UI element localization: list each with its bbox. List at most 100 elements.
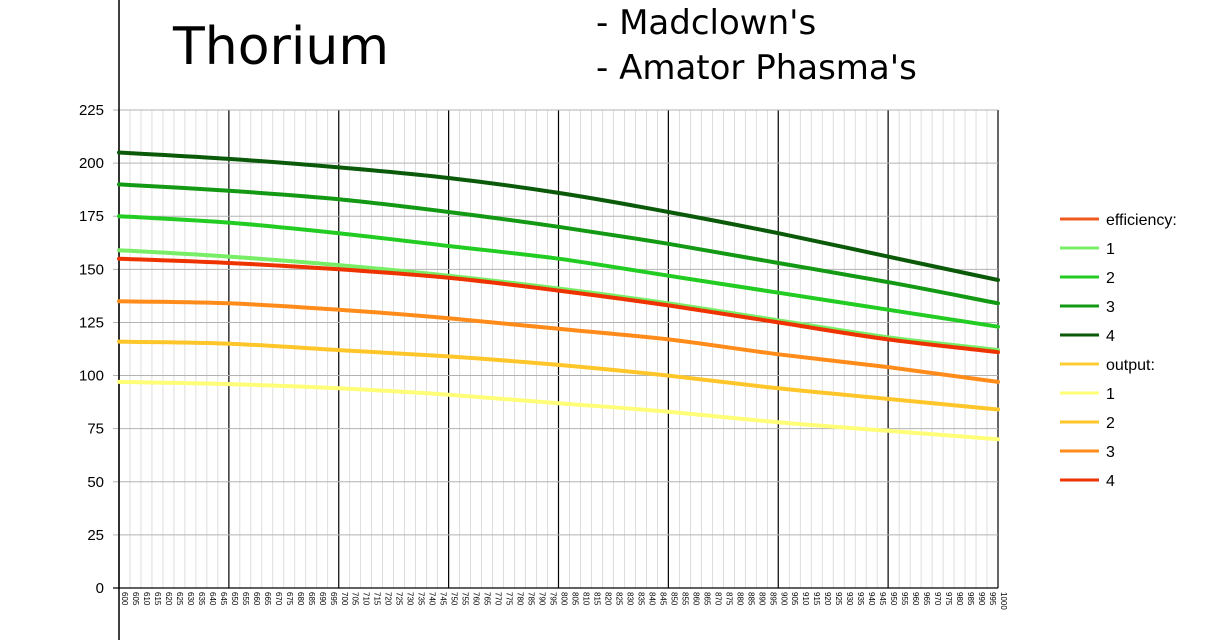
x-tick-label: 815: [592, 592, 601, 606]
x-tick-label: 805: [570, 592, 579, 606]
x-tick-label: 765: [483, 592, 492, 606]
y-tick-label: 125: [79, 314, 104, 331]
x-tick-label: 890: [757, 592, 766, 606]
x-tick-label: 645: [219, 592, 228, 606]
legend-label: 3: [1106, 299, 1115, 316]
x-tick-label: 875: [724, 592, 733, 606]
x-tick-label: 790: [538, 592, 547, 606]
x-tick-label: 685: [307, 592, 316, 606]
x-tick-label: 1000: [999, 592, 1008, 610]
y-tick-label: 225: [79, 102, 104, 119]
x-tick-label: 800: [560, 592, 569, 606]
x-tick-label: 775: [505, 592, 514, 606]
x-tick-label: 920: [823, 592, 832, 606]
x-tick-label: 605: [131, 592, 140, 606]
series-line-efficiency-3: [117, 182, 1000, 306]
x-tick-label: 985: [966, 592, 975, 606]
x-tick-label: 725: [395, 592, 404, 606]
x-tick-label: 865: [702, 592, 711, 606]
x-tick-label: 780: [516, 592, 525, 606]
x-tick-label: 630: [186, 592, 195, 606]
x-tick-label: 750: [450, 592, 459, 606]
x-tick-label: 850: [669, 592, 678, 606]
x-tick-label: 930: [845, 592, 854, 606]
legend-label: 2: [1106, 415, 1115, 432]
legend-label: 4: [1106, 473, 1115, 490]
x-tick-label: 655: [241, 592, 250, 606]
x-tick-label: 855: [680, 592, 689, 606]
legend-label: 1: [1106, 386, 1115, 403]
x-tick-label: 740: [428, 592, 437, 606]
y-tick-label: 25: [87, 527, 104, 544]
legend-header: output:: [1106, 357, 1155, 374]
x-tick-label: 640: [208, 592, 217, 606]
x-tick-label: 715: [373, 592, 382, 606]
series-line-output-1: [117, 379, 1000, 442]
x-tick-label: 710: [362, 592, 371, 606]
x-tick-label: 700: [340, 592, 349, 606]
x-tick-label: 940: [867, 592, 876, 606]
series-line-output-3: [117, 299, 1000, 384]
y-tick-label: 0: [96, 580, 104, 597]
x-tick-label: 675: [285, 592, 294, 606]
x-tick-label: 970: [933, 592, 942, 606]
legend: efficiency: 1 2 3 4 output: 1 2 3 4: [1060, 212, 1177, 490]
x-tick-label: 600: [120, 592, 129, 606]
y-tick-label: 150: [79, 261, 104, 278]
x-tick-label: 735: [417, 592, 426, 606]
x-tick-label: 785: [527, 592, 536, 606]
x-tick-label: 825: [614, 592, 623, 606]
x-tick-label: 670: [274, 592, 283, 606]
x-tick-label: 965: [922, 592, 931, 606]
x-tick-label: 680: [296, 592, 305, 606]
x-tick-label: 905: [790, 592, 799, 606]
x-tick-label: 845: [658, 592, 667, 606]
x-tick-label: 620: [164, 592, 173, 606]
series-line-efficiency-1: [117, 248, 1000, 353]
x-tick-label: 720: [384, 592, 393, 606]
x-tick-label: 795: [549, 592, 558, 606]
chart-title: Thorium: [172, 17, 389, 77]
x-tick-label: 610: [142, 592, 151, 606]
x-tick-label: 665: [263, 592, 272, 606]
y-tick-label: 100: [79, 368, 104, 385]
x-tick-label: 955: [900, 592, 909, 606]
x-tick-label: 820: [603, 592, 612, 606]
series-line-efficiency-2: [117, 214, 1000, 329]
x-tick-label: 870: [713, 592, 722, 606]
x-tick-label: 895: [768, 592, 777, 606]
x-tick-label: 995: [988, 592, 997, 606]
legend-label: 2: [1106, 270, 1115, 287]
y-tick-label: 75: [87, 421, 104, 438]
x-tick-label: 650: [230, 592, 239, 606]
x-tick-label: 615: [153, 592, 162, 606]
series-line-output-2: [117, 339, 1000, 412]
x-tick-label: 770: [494, 592, 503, 606]
x-tick-label: 945: [878, 592, 887, 606]
x-tick-label: 835: [636, 592, 645, 606]
legend-header: efficiency:: [1106, 212, 1177, 229]
credit-line-1: - Madclown's: [596, 3, 816, 43]
y-tick-label: 50: [87, 474, 104, 491]
x-tick-label: 705: [351, 592, 360, 606]
x-tick-label: 755: [461, 592, 470, 606]
credit-line-2: - Amator Phasma's: [596, 48, 917, 88]
legend-label: 1: [1106, 241, 1115, 258]
series-line-efficiency-4: [117, 150, 1000, 282]
x-tick-label: 885: [746, 592, 755, 606]
x-tick-label: 625: [175, 592, 184, 606]
y-tick-label: 200: [79, 155, 104, 172]
x-tick-label: 840: [647, 592, 656, 606]
x-tick-label: 695: [329, 592, 338, 606]
series-line-output-4: [117, 256, 1000, 355]
x-tick-label: 880: [735, 592, 744, 606]
x-tick-label: 860: [691, 592, 700, 606]
x-tick-label: 635: [197, 592, 206, 606]
x-tick-label: 910: [801, 592, 810, 606]
legend-label: 4: [1106, 328, 1115, 345]
plot-area: 0 25 50 75 100 125 150 175 200 225 600 605 610 615 620…: [79, 0, 1008, 640]
x-tick-label: 900: [779, 592, 788, 606]
x-tick-label: 810: [581, 592, 590, 606]
y-tick-label: 175: [79, 208, 104, 225]
